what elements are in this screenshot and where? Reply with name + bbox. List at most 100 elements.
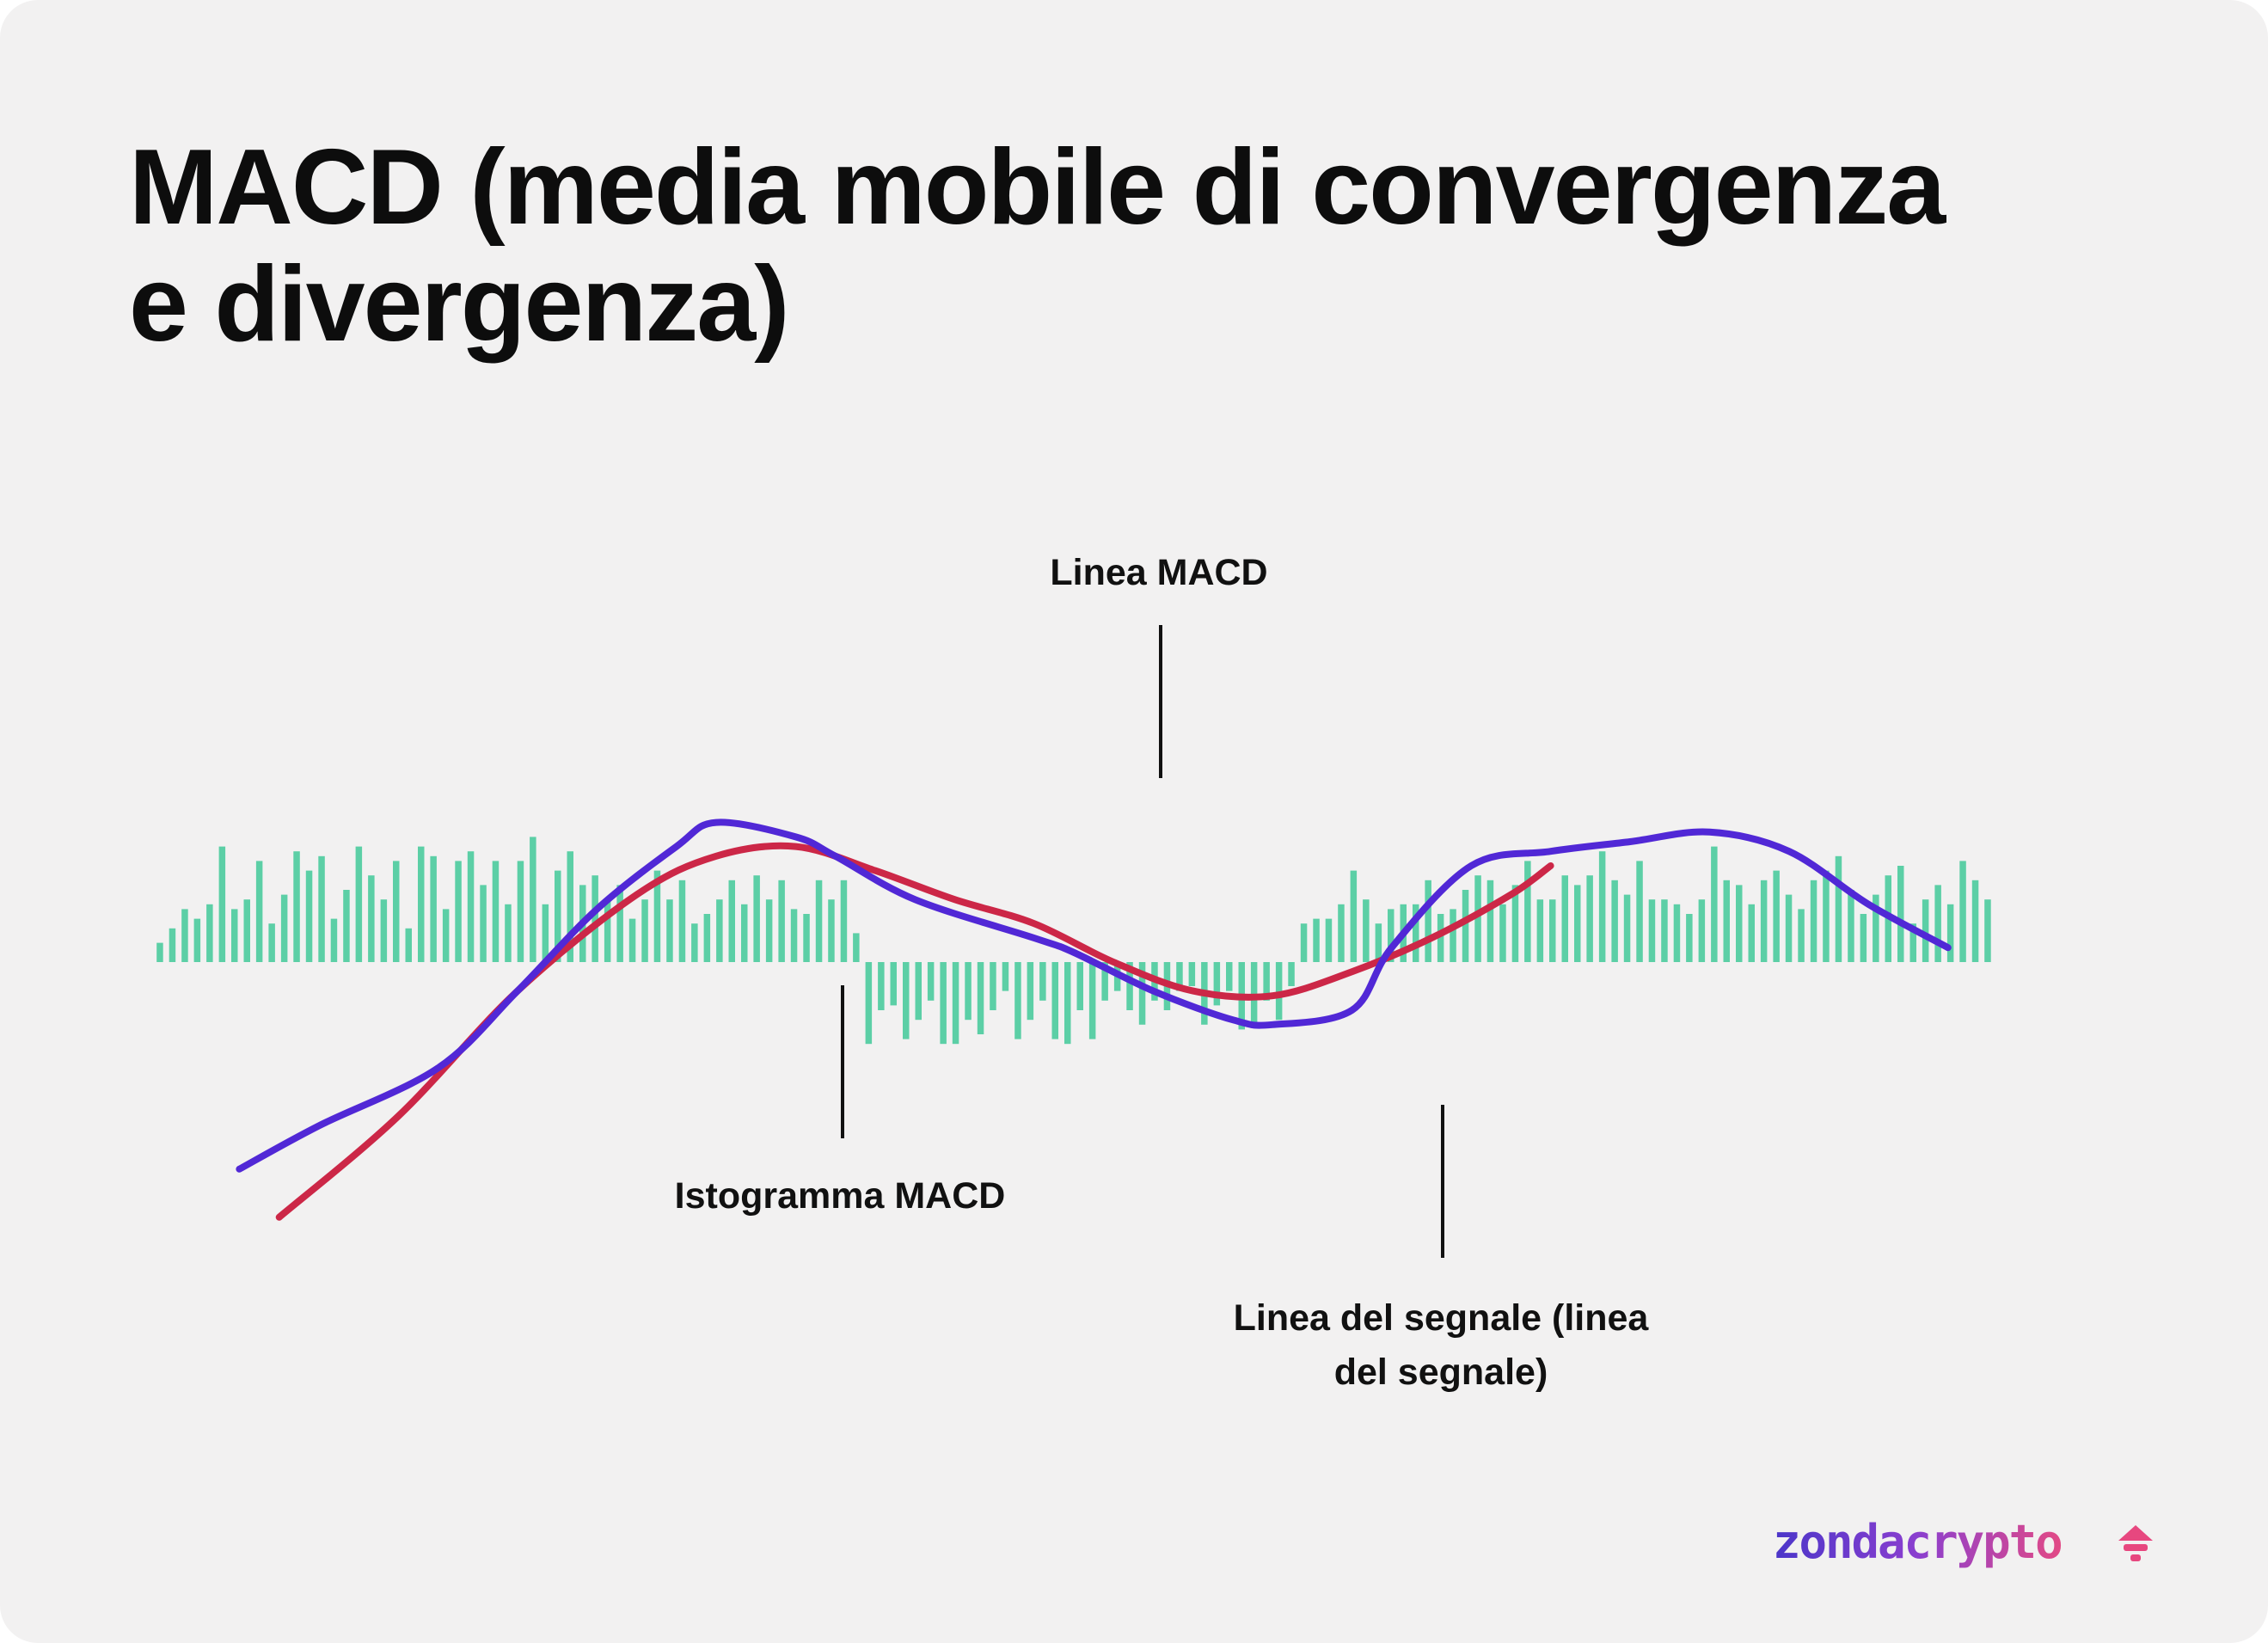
histogram-bar [1300,923,1308,962]
histogram-bar [1363,899,1370,962]
histogram-bar [1076,962,1083,1010]
histogram-bar [1648,899,1656,962]
histogram-bar [1598,851,1606,962]
histogram-bar [903,962,910,1039]
histogram-bar [753,875,760,962]
histogram-bar [1785,894,1793,962]
histogram-bar [1250,962,1258,1025]
histogram-bar [530,837,536,962]
histogram-bar [1835,855,1842,962]
histogram-bar [542,904,549,962]
histogram-bar [653,870,661,962]
histogram-bar [1723,880,1730,962]
signal-line-label-line-1: Linea del segnale (linea [1234,1297,1650,1339]
histogram-bar [1661,899,1668,962]
histogram-bar [1511,885,1519,962]
histogram-bar [517,861,524,962]
histogram-bar [1338,904,1345,962]
histogram-bar [952,962,959,1045]
histogram-bar [1736,885,1743,962]
histogram-bar [815,880,823,962]
histogram-bar [405,928,412,962]
histogram-bar [1325,918,1333,962]
histogram-bar [878,962,885,1010]
histogram-bar [1873,894,1879,962]
histogram-bar [1226,962,1233,991]
histogram-bar [467,851,475,962]
histogram-bar [505,904,512,962]
histogram-bar [343,890,350,962]
zondacrypto-logo: zondacrypto [1773,1515,2160,1584]
histogram-bar [1860,914,1867,962]
histogram-bar [181,909,188,962]
histogram-bar [280,894,288,962]
histogram-bar [1027,962,1034,1021]
histogram-bar [1188,962,1196,986]
histogram-bar [927,962,935,1001]
histogram-bar [1002,962,1009,991]
histogram-bar [1922,899,1929,962]
histogram-bar [1425,880,1431,962]
histogram-bar [442,909,450,962]
histogram-bar [716,899,723,962]
histogram-bar [1561,875,1568,962]
histogram-bar [380,899,388,962]
histogram-bar [1909,923,1916,962]
histogram-bar [355,846,363,962]
histogram-bar [592,875,598,962]
histogram-bar [1848,890,1854,962]
histogram-bar [555,870,561,962]
histogram-bar [616,885,623,962]
histogram-bar [330,918,338,962]
histogram-bar [1823,870,1830,962]
histogram-bar [765,899,773,962]
histogram-bar [206,904,213,962]
histogram-bar [231,909,238,962]
histogram-bar [1288,962,1295,986]
histogram-bar [156,942,163,962]
histogram-bar [853,933,860,962]
histogram-bar [1375,923,1382,962]
histogram-bar [1039,962,1046,1001]
histogram-bar [865,962,873,1045]
logo-wordmark: zondacrypto [1773,1515,2063,1569]
histogram-bar [1959,861,1966,962]
histogram-bar [778,880,785,962]
histogram-bar [1213,962,1221,1006]
histogram-bar [1064,962,1071,1045]
histogram-bar [1810,880,1817,962]
histogram-bar [977,962,984,1034]
histogram-bar [455,861,462,962]
histogram-bar [1760,880,1768,962]
page-title-line-1: MACD (media mobile di convergenza [129,128,1946,247]
histogram-bar [318,855,325,962]
histogram-bar [393,861,400,962]
histogram-bar [1946,904,1954,962]
histogram-bar [1934,885,1941,962]
histogram-bar [1474,875,1481,962]
histogram-bar [1971,880,1979,962]
histogram-bar [1984,899,1991,962]
histogram-bar [678,880,686,962]
macd-histogram [156,837,1991,1045]
histogram-bar [1275,962,1283,1021]
histogram-bar [1437,914,1444,962]
histogram-bar [1623,894,1631,962]
histogram-bar [430,855,437,962]
histogram-bar [169,928,176,962]
histogram-bar [492,861,500,962]
histogram-label: Istogramma MACD [675,1175,1006,1217]
histogram-bar [293,851,300,962]
histogram-bar [1611,880,1618,962]
histogram-bar [1698,899,1706,962]
histogram-bar [1636,861,1643,962]
histogram-bar [604,899,611,962]
histogram-bar [666,899,673,962]
histogram-bar [1138,962,1146,1025]
histogram-bar [1450,909,1456,962]
histogram-bar [890,962,897,1006]
macd-line-label: Linea MACD [1050,552,1267,593]
histogram-bar [193,918,201,962]
